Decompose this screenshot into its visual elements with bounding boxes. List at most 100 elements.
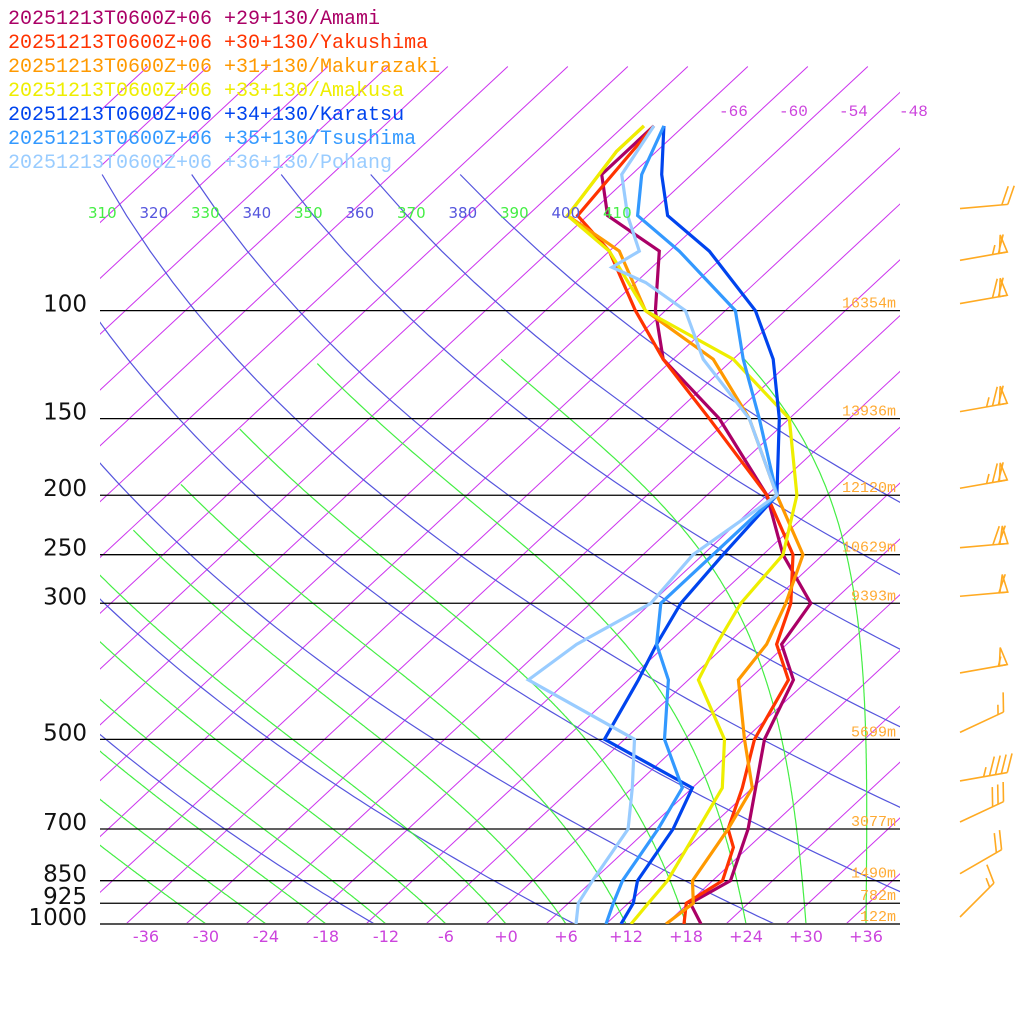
legend-item: 20251213T0600Z+06 +30+130/Yakushima: [8, 32, 428, 55]
barb-half: [985, 877, 991, 888]
barb-flag: [998, 525, 1009, 546]
temperature-tick-label: +0: [494, 927, 518, 946]
wind-barb-icon: [959, 830, 1003, 875]
sounding-line: [565, 124, 805, 924]
pressure-tick-label: 700: [43, 810, 87, 836]
pressure-tick-label: 500: [43, 720, 87, 746]
isotherm-top-labels: -66 -60 -54 -48: [719, 103, 928, 121]
legend-item: 20251213T0600Z+06 +34+130/Karatsu: [8, 104, 404, 127]
moist-adiabat-line: [239, 428, 687, 924]
barb-flag: [998, 647, 1009, 667]
theta-label: 410: [603, 204, 632, 222]
temperature-tick-label: -12: [373, 927, 399, 946]
isobar-lines: [100, 309, 900, 925]
wind-barb-icon: [959, 234, 1009, 262]
pressure-tick-label: 150: [43, 400, 87, 426]
pressure-tick-label: 1000: [28, 905, 87, 931]
dry-adiabat-line: [191, 174, 900, 728]
pressure-tick-label: 925: [43, 884, 87, 910]
theta-label: 340: [243, 204, 272, 222]
isotherm-line: [100, 66, 509, 447]
legend: 20251213T0600Z+06 +29+130/Amami20251213T…: [8, 8, 440, 175]
height-label: 10629m: [842, 540, 896, 557]
height-label: 5699m: [851, 724, 896, 741]
theta-label: 350: [294, 204, 323, 222]
moist-adiabat-line: [100, 574, 507, 924]
barb-half: [991, 244, 996, 255]
height-label: 16354m: [842, 296, 896, 313]
barb-flag: [998, 462, 1009, 483]
moist-adiabat-line: [100, 640, 447, 924]
wind-barb-icon: [959, 753, 1013, 782]
isotherm-label: -48: [899, 103, 928, 121]
moist-adiabat-line: [316, 363, 747, 924]
barb-full: [991, 278, 999, 299]
barb-half: [997, 656, 1002, 667]
barb-full: [1006, 753, 1013, 773]
barb-full: [991, 386, 999, 407]
height-labels: 16354m 13936m 12120m 10629m 9393m 5699m 3077m 1…: [842, 296, 896, 926]
isotherm-line: [100, 66, 329, 280]
barb-full: [988, 756, 996, 776]
isotherm-line: [545, 594, 900, 924]
theta-label: 380: [449, 204, 478, 222]
height-label: 12120m: [842, 480, 896, 497]
isotherm-line: [0, 66, 28, 924]
height-label: 1490m: [851, 866, 896, 883]
isotherm-line: [966, 66, 1024, 924]
barb-flag: [998, 277, 1009, 298]
isotherm-line: [605, 649, 900, 924]
wind-barb-icon: [959, 277, 1009, 305]
barb-full: [992, 525, 1001, 546]
height-label: 3077m: [851, 814, 896, 831]
isotherm-line: [100, 66, 269, 224]
temperature-tick-labels: -36 -30 -24 -18 -12 -6 +0 +6 +12 +18 +24 +30 +36: [133, 927, 883, 946]
height-label: 13936m: [842, 404, 896, 421]
barb-half: [982, 766, 987, 777]
moist-adiabat-line: [100, 698, 387, 924]
dry-adiabat-line: [459, 174, 900, 504]
sounding-line: [575, 124, 795, 924]
legend-item: 20251213T0600Z+06 +36+130/Pohang: [8, 152, 392, 175]
barb-flag: [998, 234, 1009, 255]
moist-adiabat-line: [132, 529, 567, 924]
moist-adiabat-line: [743, 358, 868, 924]
theta-label: 330: [191, 204, 220, 222]
barb-shaft: [959, 849, 1002, 875]
barb-full: [997, 385, 1004, 406]
pressure-tick-label: 100: [43, 292, 87, 318]
legend-item: 20251213T0600Z+06 +29+130/Amami: [8, 8, 380, 31]
sounding-line: [565, 124, 799, 924]
sounding-profiles: [525, 124, 813, 924]
legend-item: 20251213T0600Z+06 +35+130/Tsushima: [8, 128, 416, 151]
barb-shaft: [959, 771, 1008, 782]
sounding-line: [604, 125, 779, 924]
wind-barb-icon: [959, 692, 1005, 734]
barb-full: [997, 234, 1004, 254]
height-label: 9393m: [851, 588, 896, 605]
moist-adiabat-line: [500, 358, 807, 924]
wind-barb-icon: [959, 462, 1009, 490]
height-label: 782m: [860, 888, 896, 905]
theta-label: 320: [140, 204, 169, 222]
barb-shaft: [959, 203, 1008, 210]
temperature-tick-label: -24: [253, 927, 279, 946]
barb-full: [986, 864, 995, 884]
barb-shaft: [959, 882, 995, 918]
barb-full: [997, 277, 1004, 298]
barb-full: [991, 463, 999, 483]
temperature-tick-label: +18: [669, 927, 703, 946]
barb-full: [998, 573, 1007, 594]
barb-full: [997, 462, 1004, 482]
isotherm-label: -66: [719, 103, 748, 121]
dry-adiabat-line: [100, 598, 576, 924]
temperature-tick-label: -36: [133, 927, 159, 946]
temperature-tick-label: +36: [849, 927, 883, 946]
pressure-tick-label: 200: [43, 476, 87, 502]
barb-full: [994, 755, 1001, 775]
barb-flag: [998, 385, 1009, 406]
wind-barb-icon: [959, 185, 1015, 210]
legend-item: 20251213T0600Z+06 +31+130/Makurazaki: [8, 56, 440, 79]
wind-barbs: [959, 185, 1015, 918]
